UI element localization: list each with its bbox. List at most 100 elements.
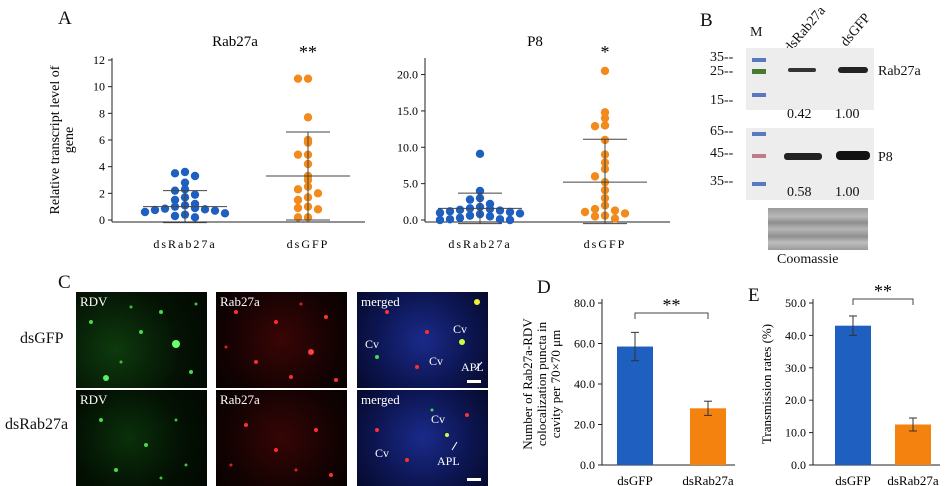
y-tick-label: 60.0	[574, 337, 595, 351]
western-blot-panel: M dsRab27a dsGFP 35-- 25-- 15-- Rab27a 0…	[700, 4, 947, 280]
blot2-target-label: P8	[878, 150, 893, 165]
transmission-bar-chart: 0.0 10.0 20.0 30.0 40.0 50.0 Transmission rate…	[759, 285, 940, 486]
chart-title: Rab27a	[212, 34, 258, 50]
annotation-cv: Cv	[375, 446, 390, 460]
data-point-dsgfp	[303, 113, 313, 122]
data-point-dsrab27a	[495, 206, 505, 215]
channel-label-rdv: RDV	[80, 294, 108, 309]
merged-puncta	[375, 408, 481, 481]
data-point-dsrab27a	[465, 211, 475, 220]
data-point-dsrab27a	[220, 209, 230, 218]
y-tick-label: 50.0	[785, 296, 806, 310]
data-point-dsrab27a	[455, 213, 465, 223]
y-axis-label: Number of Rab27a-RDVcolocalization punct…	[520, 318, 563, 450]
y-axis-label: Transmission rates (%)	[759, 324, 774, 444]
y-tick-label: 40.0	[785, 328, 806, 342]
significance-bracket	[634, 312, 709, 319]
data-point-dsgfp	[620, 209, 630, 218]
data-point-dsgfp	[293, 213, 303, 222]
data-point-dsrab27a	[190, 203, 200, 213]
significance-marker: **	[663, 295, 681, 315]
x-tick-label: dsRab27a	[153, 237, 216, 251]
data-point-dsrab27a	[170, 211, 180, 221]
marker-label: 15--	[710, 93, 734, 108]
blot2-ratio-dsgfp: 1.00	[835, 185, 860, 200]
marker-label: 35--	[710, 50, 734, 65]
data-point-dsrab27a	[435, 208, 445, 217]
data-point-dsrab27a	[445, 207, 455, 216]
annotation-cv: Cv	[365, 337, 380, 351]
rab27a-scatter-chart: 0 2 4 6 8 10 12 Rab27a Relative transcript level…	[50, 34, 365, 251]
coomassie-label: Coomassie	[777, 252, 839, 267]
marker-band	[752, 154, 766, 158]
panel-letter-d: D	[537, 277, 551, 298]
data-point-dsgfp	[600, 108, 610, 117]
blot1-ratio-dsrab27a: 0.42	[787, 107, 812, 122]
channel-label-rab27a: Rab27a	[220, 392, 260, 407]
channel-label-rdv: RDV	[80, 392, 108, 407]
data-point-dsrab27a	[515, 209, 525, 218]
data-point-dsrab27a	[150, 205, 160, 215]
data-point-dsgfp	[580, 207, 590, 217]
annotation-cv: Cv	[429, 354, 444, 368]
panel-letter-a: A	[58, 8, 72, 29]
data-point-dsrab27a	[180, 178, 190, 187]
red-puncta	[229, 423, 333, 477]
data-point-dsrab27a	[180, 185, 190, 194]
panel-letter-e: E	[748, 285, 760, 306]
data-point-dsrab27a	[190, 171, 200, 181]
data-point-dsgfp	[313, 205, 323, 214]
x-tick-label: dsGFP	[835, 473, 870, 486]
y-tick-label: 20.0	[397, 68, 418, 82]
marker-band	[752, 182, 766, 186]
y-tick-label: 0.0	[580, 458, 595, 472]
data-point-dsrab27a	[435, 215, 445, 225]
rab27a-band-dsrab27a	[788, 68, 816, 72]
data-point-dsgfp	[303, 74, 313, 83]
panel-letter-c: C	[58, 272, 71, 293]
data-point-dsgfp	[293, 150, 303, 159]
data-point-dsrab27a	[495, 215, 505, 224]
y-tick-label: 10	[93, 80, 105, 94]
data-point-dsrab27a	[160, 204, 170, 213]
data-point-dsgfp	[610, 214, 620, 223]
annotation-cv: Cv	[431, 412, 446, 426]
bar-dsgfp	[835, 325, 871, 465]
blot1-ratio-dsgfp: 1.00	[835, 107, 860, 122]
data-point-dsgfp	[293, 74, 303, 83]
blot2-membrane	[746, 128, 874, 200]
y-tick-label: 10.0	[785, 426, 806, 440]
red-puncta	[224, 302, 338, 382]
y-tick-label: 30.0	[785, 361, 806, 375]
channel-label-merged: merged	[361, 294, 400, 309]
y-tick-label: 15.0	[397, 104, 418, 118]
data-point-dsrab27a	[180, 167, 190, 177]
marker-band	[752, 93, 766, 97]
significance-marker: **	[299, 42, 317, 62]
data-point-dsrab27a	[505, 215, 515, 225]
x-tick-label: dsGFP	[617, 473, 652, 486]
p8-band-dsrab27a	[784, 153, 822, 160]
data-point-dsgfp	[590, 121, 600, 131]
data-point-dsrab27a	[170, 169, 180, 178]
merged-puncta	[375, 299, 483, 383]
bar-dsgfp	[617, 346, 653, 465]
data-point-dsrab27a	[140, 207, 150, 217]
y-axis-label: Relative transcript level ofgene	[50, 65, 77, 214]
x-tick-label: dsRab27a	[887, 473, 939, 486]
data-point-dsrab27a	[170, 195, 180, 205]
data-point-dsrab27a	[465, 195, 475, 204]
micro-dsrab27a-rdv: RDV	[76, 390, 207, 486]
panel-letter-b: B	[700, 10, 713, 31]
x-tick-label: dsGFP	[584, 237, 627, 251]
bar-dsrab27a	[690, 408, 726, 465]
marker-lane-header: M	[750, 25, 763, 40]
y-tick-label: 5.0	[403, 177, 418, 191]
annotation-cv: Cv	[453, 322, 468, 336]
data-point-dsrab27a	[485, 212, 495, 221]
y-tick-label: 8	[99, 106, 105, 120]
data-point-dsgfp	[293, 195, 303, 205]
data-point-dsrab27a	[445, 215, 455, 224]
data-point-dsgfp	[313, 189, 323, 198]
micro-dsrab27a-rab27a: Rab27a	[216, 390, 347, 486]
